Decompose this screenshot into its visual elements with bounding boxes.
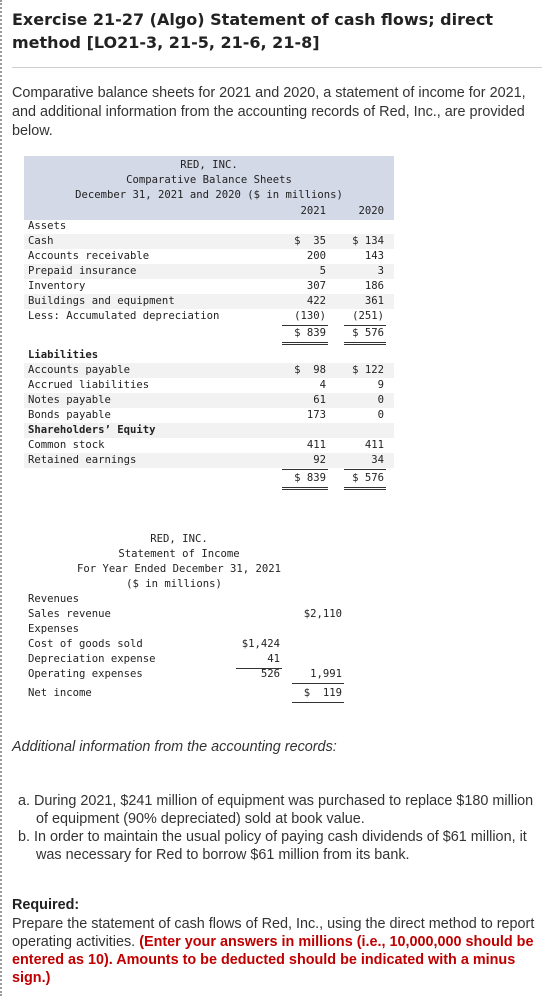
table-row: Buildings and equipment 422 361	[24, 294, 394, 309]
table-row: Common stock 411 411	[28, 439, 384, 451]
balance-sheet-table: RED, INC. Comparative Balance Sheets Dec…	[24, 156, 394, 496]
table-row: Less: Accumulated depreciation (130) (25…	[28, 310, 384, 322]
bs-period: December 31, 2021 and 2020 ($ in million…	[75, 189, 343, 201]
required-instructions: (Enter your answers in millions (i.e., 1…	[12, 934, 534, 986]
liabilities-equity-total-row: $ 839 $ 576	[294, 472, 384, 484]
required-heading: Required:	[12, 897, 80, 913]
bs-name: Comparative Balance Sheets	[126, 174, 292, 186]
is-units: ($ in millions)	[126, 578, 222, 590]
expenses-heading: Expenses	[28, 623, 80, 635]
title-divider	[12, 67, 542, 68]
table-row: Depreciation expense 41	[28, 653, 280, 665]
additional-item-a: a. During 2021, $241 million of equipmen…	[18, 793, 534, 827]
intro-text: Comparative balance sheets for 2021 and …	[12, 85, 526, 139]
bs-year-2020: 2020	[358, 205, 384, 217]
table-row: Retained earnings 92 34	[24, 453, 394, 468]
assets-heading: Assets	[28, 220, 67, 232]
table-row: Accrued liabilities 4 9	[28, 379, 384, 391]
bs-company: RED, INC.	[180, 159, 238, 171]
table-row: Prepaid insurance 5 3	[24, 264, 394, 279]
table-row: Cash $ 35 $ 134	[24, 234, 394, 249]
table-row: Bonds payable 173 0	[28, 409, 384, 421]
assets-total-row: $ 839 $ 576	[294, 327, 384, 339]
table-row: Sales revenue $2,110	[28, 608, 342, 620]
table-row: Operating expenses 526 1,991	[28, 668, 342, 680]
equity-heading: Shareholders’ Equity	[28, 424, 156, 436]
bs-year-2021: 2021	[300, 205, 326, 217]
table-row: Inventory 307 186	[28, 280, 384, 292]
revenues-heading: Revenues	[28, 593, 80, 605]
is-period: For Year Ended December 31, 2021	[76, 563, 282, 575]
additional-item-b: b. In order to maintain the usual policy…	[18, 829, 527, 863]
required-text: Prepare the statement of cash flows of R…	[12, 916, 535, 986]
table-row: Notes payable 61 0	[24, 393, 394, 408]
table-row: Accounts payable $ 98 $ 122	[24, 363, 394, 378]
table-row: Cost of goods sold $1,424	[28, 638, 280, 650]
table-row: Accounts receivable 200 143	[28, 250, 384, 262]
income-statement-table: RED, INC. Statement of Income For Year E…	[24, 532, 394, 703]
liabilities-heading: Liabilities	[28, 349, 99, 361]
is-company: RED, INC.	[150, 533, 208, 545]
additional-info-heading: Additional information from the accounti…	[12, 739, 337, 755]
exercise-title: Exercise 21-27 (Algo) Statement of cash …	[12, 10, 493, 52]
balance-sheet-header: RED, INC. Comparative Balance Sheets Dec…	[24, 156, 394, 220]
net-income-row: Net income $ 119	[28, 687, 342, 699]
is-name: Statement of Income	[118, 548, 240, 560]
